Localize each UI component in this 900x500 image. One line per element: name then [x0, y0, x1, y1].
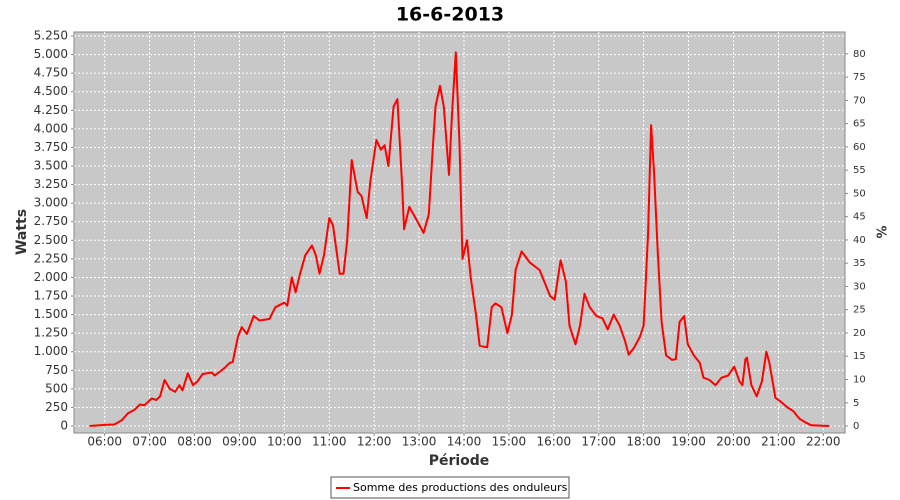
x-tick-label: 12:00	[357, 435, 392, 449]
y-tick-label: 2.000	[34, 270, 68, 284]
y2-tick-label: 70	[853, 95, 866, 106]
y-tick-label: 3.250	[34, 177, 68, 191]
y-tick-label: 1.250	[34, 326, 68, 340]
y2-tick-label: 45	[853, 212, 866, 223]
y2-tick-label: 80	[853, 49, 866, 60]
x-tick-label: 10:00	[267, 435, 302, 449]
x-tick-label: 20:00	[716, 435, 751, 449]
y2-tick-label: 50	[853, 188, 866, 199]
x-tick-label: 08:00	[177, 435, 212, 449]
y2-tick-label: 55	[853, 165, 866, 176]
y-tick-label: 1.750	[34, 289, 68, 303]
y-tick-label: 3.500	[34, 159, 68, 173]
legend-label: Somme des productions des onduleurs	[353, 481, 568, 494]
y-tick-label: 4.000	[34, 121, 68, 135]
x-tick-label: 22:00	[806, 435, 841, 449]
x-tick-label: 09:00	[222, 435, 257, 449]
y-tick-label: 2.500	[34, 233, 68, 247]
y2-tick-label: 60	[853, 142, 866, 153]
y-tick-label: 5.000	[34, 47, 68, 61]
x-tick-label: 14:00	[447, 435, 482, 449]
y2-axis-label: %	[873, 225, 888, 238]
plot-area	[73, 31, 846, 434]
y-tick-label: 4.500	[34, 84, 68, 98]
x-tick-label: 15:00	[492, 435, 527, 449]
x-tick-label: 18:00	[626, 435, 661, 449]
y2-tick-label: 65	[853, 119, 866, 130]
y2-tick-label: 5	[853, 398, 859, 409]
y-tick-label: 3.750	[34, 140, 68, 154]
y2-tick-label: 0	[853, 421, 859, 432]
x-tick-label: 17:00	[581, 435, 616, 449]
y-tick-label: 0	[60, 419, 68, 433]
y2-tick-label: 75	[853, 72, 866, 83]
y2-tick-label: 10	[853, 375, 866, 386]
x-axis-label: Période	[429, 453, 490, 469]
x-tick-label: 11:00	[312, 435, 347, 449]
y-tick-label: 1.500	[34, 307, 68, 321]
x-tick-label: 21:00	[761, 435, 796, 449]
chart-title: 16-6-2013	[396, 4, 504, 26]
y-tick-label: 5.250	[34, 29, 68, 43]
x-tick-label: 13:00	[402, 435, 437, 449]
x-tick-label: 07:00	[132, 435, 167, 449]
y-tick-label: 3.000	[34, 196, 68, 210]
y2-tick-label: 15	[853, 351, 866, 362]
x-tick-label: 19:00	[671, 435, 706, 449]
legend-box	[330, 476, 570, 499]
y-tick-label: 2.250	[34, 251, 68, 265]
y-tick-label: 250	[45, 400, 68, 414]
y-tick-label: 1.000	[34, 344, 68, 358]
y-tick-label: 4.250	[34, 103, 68, 117]
line-series	[89, 51, 830, 427]
y-tick-label: 750	[45, 363, 68, 377]
y2-tick-label: 40	[853, 235, 866, 246]
y-tick-label: 4.750	[34, 66, 68, 80]
y2-tick-label: 20	[853, 328, 866, 339]
y-tick-label: 2.750	[34, 214, 68, 228]
y2-tick-label: 30	[853, 281, 866, 292]
y-tick-label: 500	[45, 381, 68, 395]
y2-tick-label: 25	[853, 305, 866, 316]
x-tick-label: 06:00	[87, 435, 122, 449]
y2-tick-label: 35	[853, 258, 866, 269]
y-axis-label: Watts	[14, 209, 30, 255]
x-tick-label: 16:00	[537, 435, 572, 449]
